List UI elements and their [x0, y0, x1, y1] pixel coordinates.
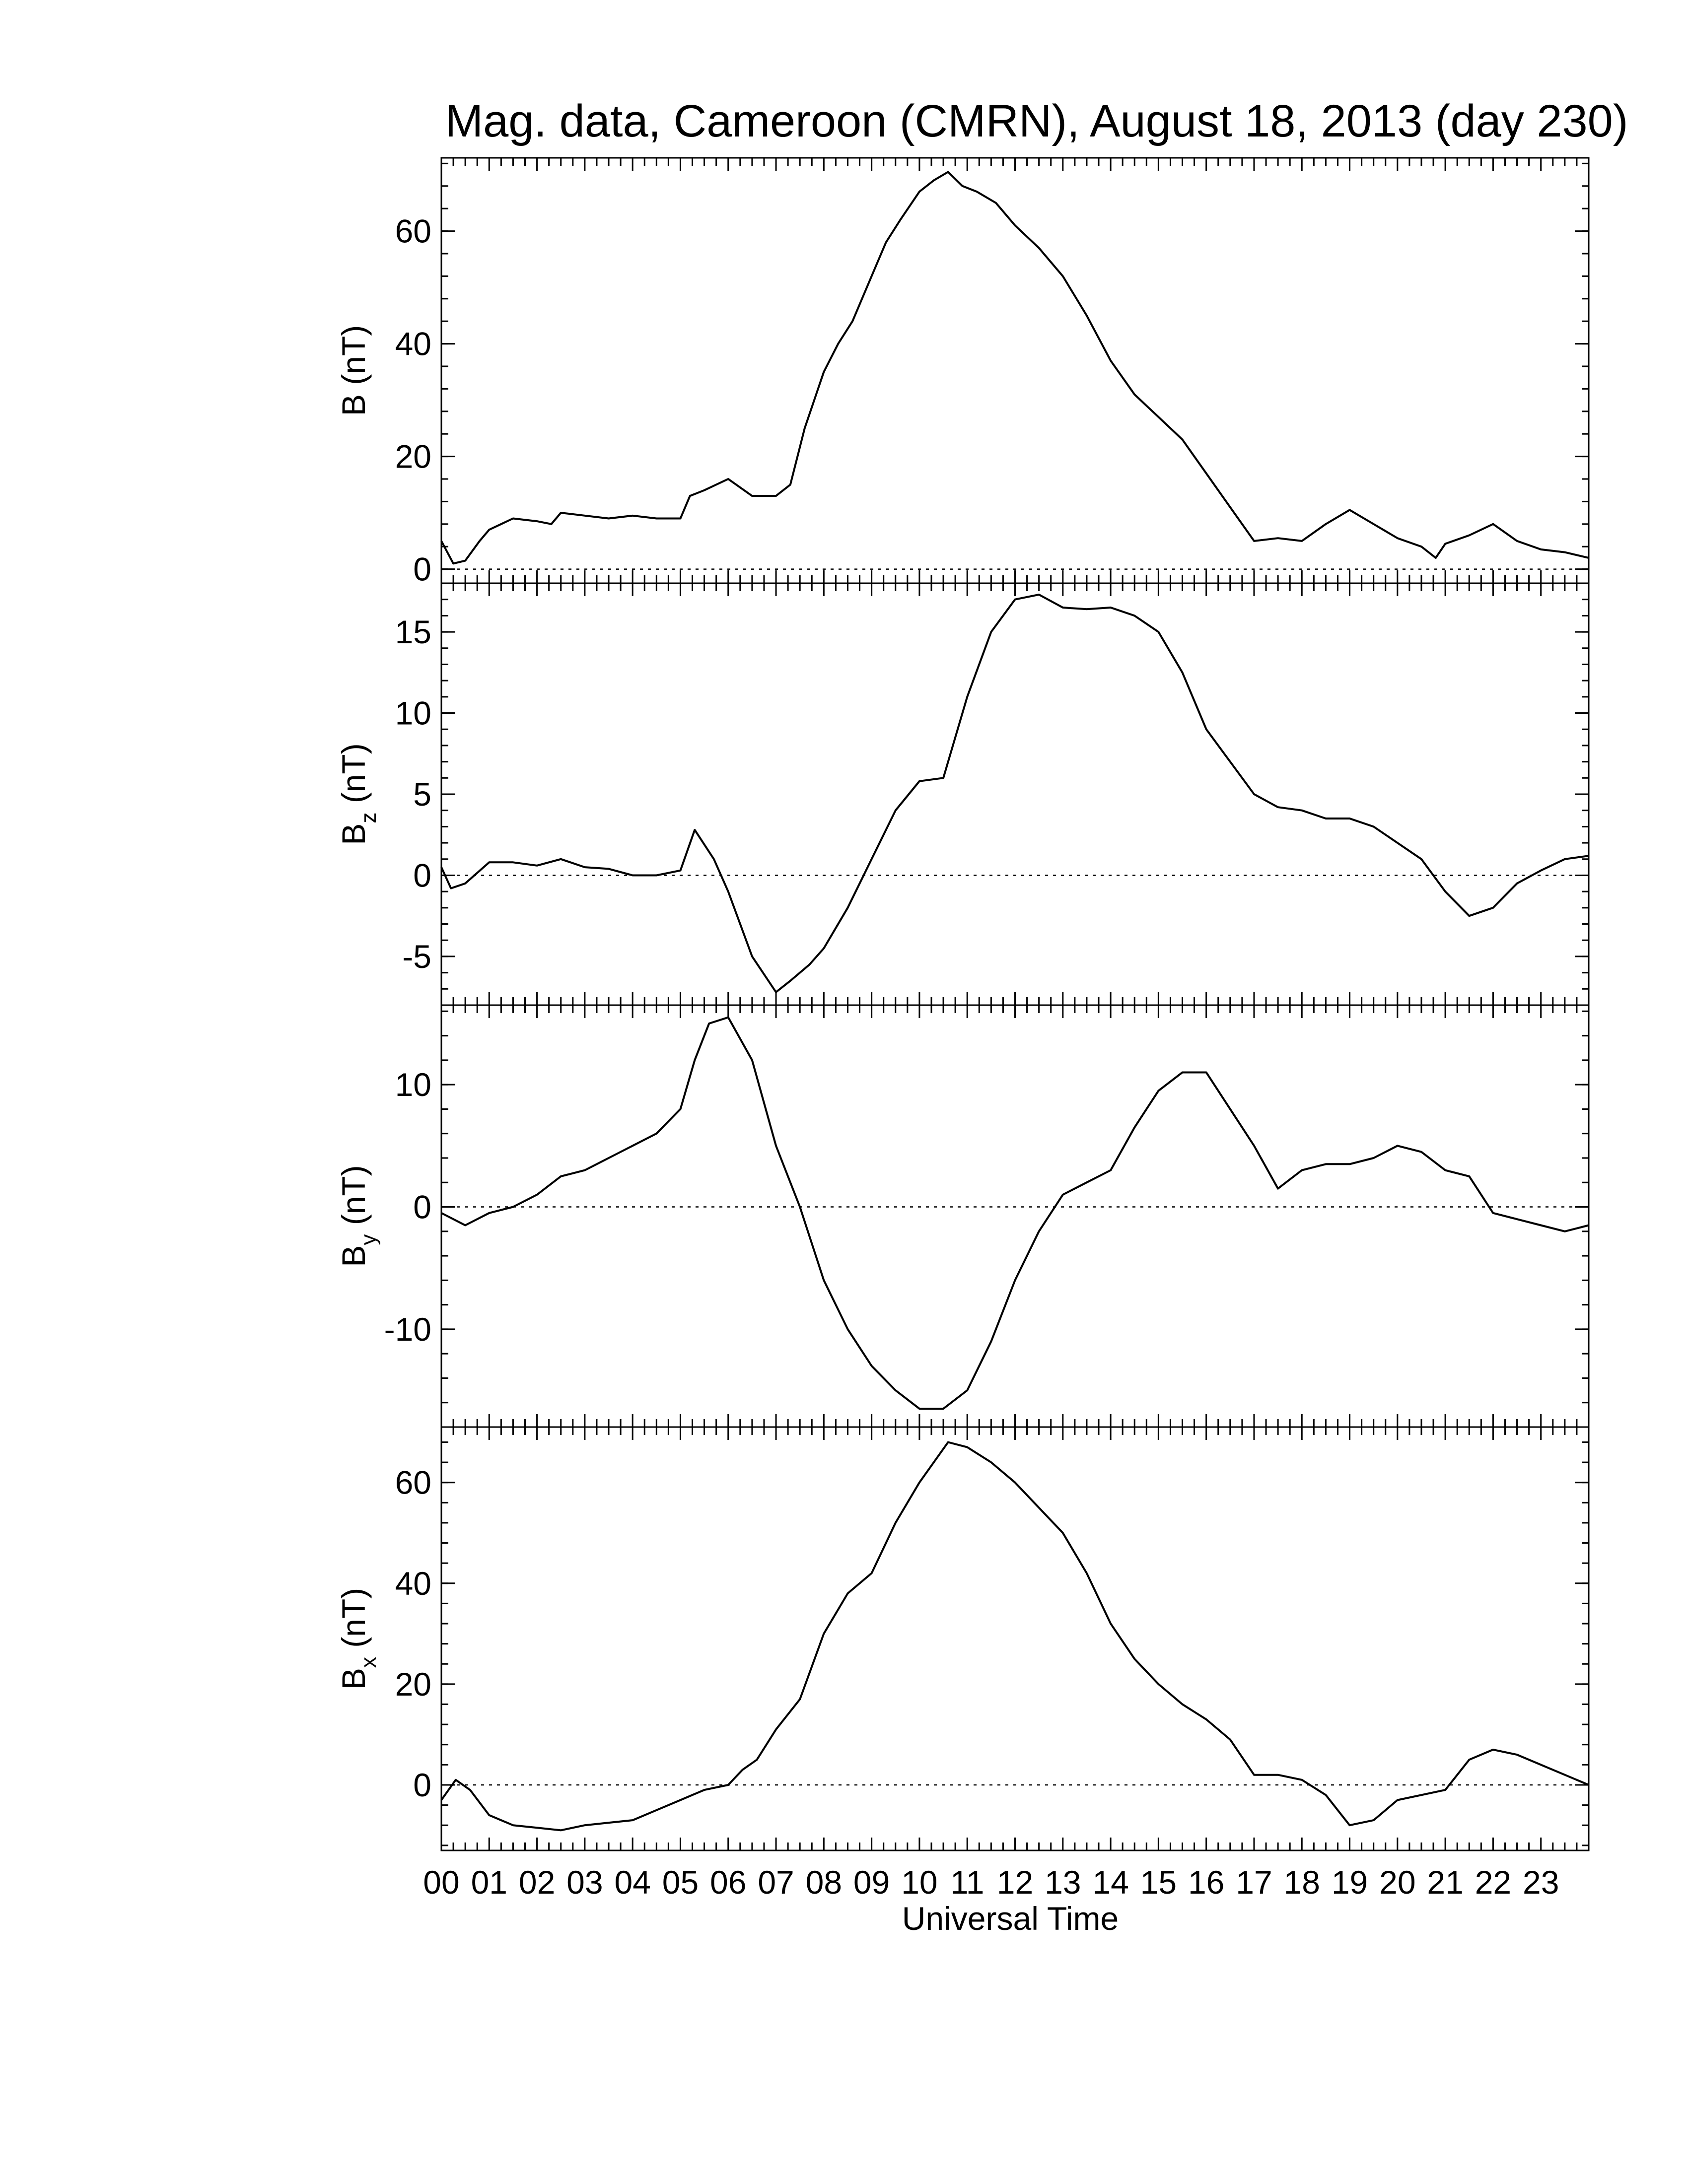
x-tick-label: 12: [997, 1864, 1033, 1901]
x-tick-label: 21: [1427, 1864, 1463, 1901]
x-ticks: [440, 158, 1590, 583]
y-tick-label: 10: [395, 695, 431, 732]
y-tick-label: 0: [413, 857, 431, 893]
x-tick-label: 06: [710, 1864, 746, 1901]
x-ticks: [440, 1427, 1590, 1850]
x-tick-label: 05: [662, 1864, 699, 1901]
x-tick-label: 14: [1092, 1864, 1128, 1901]
panels: 0 20 40 60 B (nT) -5 0 5 10 15 Bz (nT) -10 0 10 By (nT…: [335, 157, 1590, 1851]
panel-bx: 0 20 40 60 Bx (nT): [335, 1426, 1590, 1851]
x-tick-label: 02: [519, 1864, 555, 1901]
x-ticks: [440, 1005, 1590, 1428]
y-tick-label: 0: [413, 1189, 431, 1226]
x-tick-label: 00: [423, 1864, 459, 1901]
x-ticks: [440, 582, 1590, 1006]
y-tick-label: 15: [395, 614, 431, 650]
y-tick-label: 5: [413, 776, 431, 813]
y-axis-label: By (nT): [335, 1165, 381, 1267]
y-axis-label: Bz (nT): [335, 743, 381, 845]
y-tick-label: 0: [413, 1767, 431, 1803]
x-tick-label: 23: [1523, 1864, 1559, 1901]
y-tick-label: 10: [395, 1066, 431, 1103]
x-tick-label: 09: [853, 1864, 890, 1901]
x-tick-label: 07: [758, 1864, 794, 1901]
x-tick-label: 22: [1475, 1864, 1511, 1901]
x-tick-label: 16: [1188, 1864, 1224, 1901]
x-tick-label: 19: [1332, 1864, 1368, 1901]
series-line-b: [440, 171, 1589, 565]
x-tick-label: 01: [471, 1864, 507, 1901]
chart-title: Mag. data, Cameroon (CMRN), August 18, 2…: [445, 96, 1628, 146]
y-tick-label: 60: [395, 1464, 431, 1501]
series-line-bz: [440, 593, 1589, 993]
x-tick-label: 15: [1140, 1864, 1177, 1901]
y-tick-label: 20: [395, 438, 431, 475]
series-line-bx: [440, 1441, 1589, 1832]
y-tick-label: -5: [402, 938, 431, 975]
x-tick-label: 10: [901, 1864, 937, 1901]
y-tick-label: 20: [395, 1666, 431, 1703]
y-tick-label: -10: [384, 1311, 431, 1348]
x-tick-label: 04: [614, 1864, 650, 1901]
y-axis-label: Bx (nT): [335, 1588, 381, 1690]
y-tick-label: 0: [413, 551, 431, 588]
x-tick-label: 03: [566, 1864, 603, 1901]
x-tick-label: 20: [1379, 1864, 1415, 1901]
x-tick-label: 08: [806, 1864, 842, 1901]
panel-b: 0 20 40 60 B (nT): [335, 157, 1590, 588]
panel-bz: -5 0 5 10 15 Bz (nT): [335, 582, 1590, 1006]
y-axis-label: B (nT): [335, 325, 372, 416]
y-tick-label: 40: [395, 1565, 431, 1602]
series-line-by: [441, 1016, 1589, 1410]
x-axis-label: Universal Time: [902, 1900, 1119, 1937]
x-tick-label: 11: [950, 1864, 985, 1901]
x-tick-labels: 00 01 02 03 04 05 06 07 08 09 10 11 12 13 14 15 16 17 18 19…: [423, 1864, 1559, 1901]
x-tick-label: 13: [1045, 1864, 1081, 1901]
x-tick-label: 18: [1284, 1864, 1320, 1901]
x-tick-label: 17: [1236, 1864, 1272, 1901]
y-tick-label: 40: [395, 326, 431, 362]
y-tick-label: 60: [395, 213, 431, 250]
